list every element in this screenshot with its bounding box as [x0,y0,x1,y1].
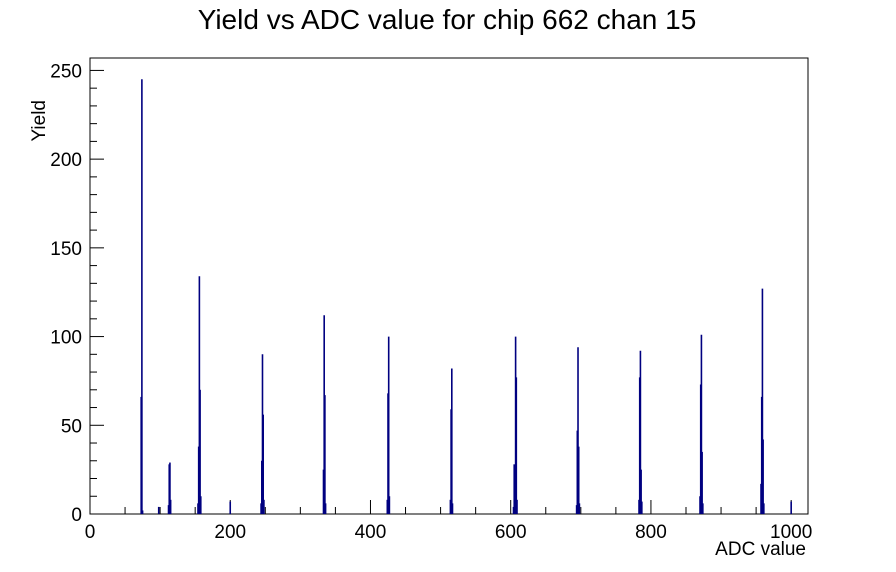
x-tick-label: 400 [355,522,387,543]
y-tick-label: 100 [50,328,82,349]
x-tick-label: 0 [85,522,96,543]
y-tick-label: 200 [50,150,82,171]
y-tick-label: 0 [71,505,82,526]
y-tick-label: 50 [61,416,82,437]
chart-title: Yield vs ADC value for chip 662 chan 15 [198,4,697,35]
plot-frame [89,57,809,515]
x-tick-label: 800 [635,522,667,543]
y-tick-label: 250 [50,61,82,82]
histogram-bins [140,79,792,514]
x-tick-label: 1000 [770,522,812,543]
x-tick-label: 200 [214,522,246,543]
axis-ticks: 0 200 400 600 800 1000 0 50 100 150 200 250 [50,61,812,543]
y-tick-label: 150 [50,239,82,260]
x-tick-label: 600 [495,522,527,543]
x-axis-label: ADC value [715,539,806,560]
y-axis-label: Yield [29,100,50,142]
